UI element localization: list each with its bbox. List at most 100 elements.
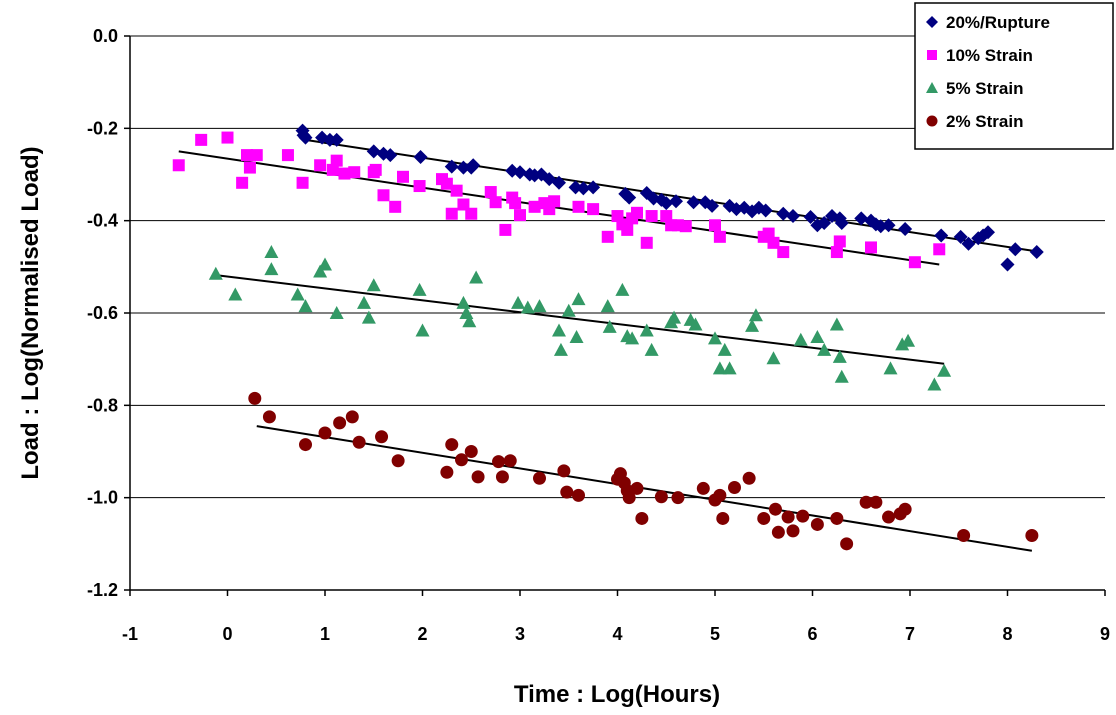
data-point-triangle xyxy=(357,295,371,309)
data-point-triangle xyxy=(901,333,916,347)
data-point-triangle xyxy=(318,257,332,271)
data-point-square xyxy=(679,220,692,233)
data-point-triangle xyxy=(228,287,243,301)
trend-line-0 xyxy=(305,138,1033,252)
data-point-diamond xyxy=(329,132,344,147)
data-point-triangle xyxy=(927,377,942,391)
data-point-square xyxy=(314,159,327,172)
trend-line-3 xyxy=(256,425,1033,552)
data-point-circle xyxy=(318,426,332,440)
data-point-triangle xyxy=(793,332,808,346)
data-point-square xyxy=(389,200,402,213)
data-point-square xyxy=(326,163,339,176)
data-point-circle xyxy=(492,455,506,469)
data-point-triangle xyxy=(615,282,630,296)
data-point-diamond xyxy=(854,211,869,226)
data-point-triangle xyxy=(829,317,844,331)
data-point-triangle xyxy=(456,295,471,309)
data-point-circle xyxy=(503,454,517,468)
data-point-circle xyxy=(671,491,685,505)
data-point-diamond xyxy=(981,225,995,240)
data-point-circle xyxy=(352,435,366,449)
data-point-square xyxy=(250,149,263,162)
data-point-circle xyxy=(882,510,896,524)
data-point-square xyxy=(645,210,658,223)
data-point-circle xyxy=(455,453,468,467)
data-point-triangle xyxy=(290,287,305,301)
data-point-square xyxy=(631,206,643,219)
data-point-triangle xyxy=(415,323,430,337)
data-point-diamond xyxy=(669,194,683,209)
data-point-square xyxy=(457,198,470,211)
data-point-triangle xyxy=(810,330,825,344)
data-point-square xyxy=(709,219,721,232)
data-point-circle xyxy=(248,391,262,405)
y-tick-label: -0.6 xyxy=(87,303,118,323)
y-tick-label: -1.0 xyxy=(87,488,118,508)
x-tick-label: -1 xyxy=(122,624,138,644)
data-point-diamond xyxy=(622,190,637,205)
data-point-circle xyxy=(696,481,710,495)
data-point-triangle xyxy=(553,342,568,356)
trend-lines xyxy=(178,138,1033,552)
data-point-triangle xyxy=(745,318,760,332)
data-point-triangle xyxy=(712,361,727,375)
data-point-diamond xyxy=(513,165,527,180)
data-point-circle xyxy=(796,509,810,523)
data-point-diamond xyxy=(934,228,949,243)
data-point-circle xyxy=(771,525,785,539)
data-point-circle xyxy=(713,488,727,502)
data-point-triangle xyxy=(208,266,223,280)
data-point-diamond xyxy=(961,236,976,251)
data-point-square xyxy=(587,203,600,216)
data-point-circle xyxy=(630,481,644,495)
data-point-triangle xyxy=(532,299,547,313)
data-point-diamond xyxy=(456,160,471,175)
data-point-square xyxy=(621,223,634,236)
legend-marker-diamond xyxy=(926,16,938,28)
data-point-square xyxy=(450,184,463,197)
data-point-diamond xyxy=(776,206,791,221)
data-point-diamond xyxy=(1008,242,1023,257)
y-tick-label: -0.4 xyxy=(87,211,118,231)
data-point-square xyxy=(514,209,526,222)
data-point-circle xyxy=(781,510,795,524)
data-point-diamond xyxy=(552,175,566,190)
y-tick-label: 0.0 xyxy=(93,26,118,46)
data-point-circle xyxy=(635,511,649,525)
legend-label: 5% Strain xyxy=(946,79,1023,98)
data-point-square xyxy=(413,180,426,193)
data-point-triangle xyxy=(264,262,279,276)
data-point-circle xyxy=(560,485,574,499)
data-point-triangle xyxy=(688,317,703,331)
y-axis-title: Load : Log(Normalised Load) xyxy=(17,146,44,479)
data-point-square xyxy=(338,167,351,180)
data-point-square xyxy=(572,200,585,213)
data-point-triangle xyxy=(569,330,584,344)
data-point-circle xyxy=(654,490,668,504)
data-point-triangle xyxy=(937,363,952,377)
data-point-diamond xyxy=(576,181,591,196)
data-point-circle xyxy=(445,438,459,452)
data-point-circle xyxy=(830,511,844,525)
data-point-circle xyxy=(375,430,389,444)
data-point-triangle xyxy=(600,299,615,313)
data-point-square xyxy=(377,189,390,202)
data-point-circle xyxy=(299,438,312,452)
data-point-triangle xyxy=(511,295,526,309)
data-point-square xyxy=(172,159,185,172)
data-point-diamond xyxy=(1000,257,1015,272)
data-point-square xyxy=(509,197,522,210)
data-point-triangle xyxy=(561,303,576,317)
legend-label: 20%/Rupture xyxy=(946,13,1050,32)
data-point-square xyxy=(713,230,726,243)
data-point-diamond xyxy=(1029,245,1044,260)
x-tick-label: 7 xyxy=(905,624,915,644)
data-point-triangle xyxy=(717,342,732,356)
legend-marker-circle xyxy=(926,115,938,127)
data-point-square xyxy=(499,223,512,236)
data-point-diamond xyxy=(786,209,800,224)
data-point-square xyxy=(933,243,946,256)
data-point-triangle xyxy=(817,342,832,356)
